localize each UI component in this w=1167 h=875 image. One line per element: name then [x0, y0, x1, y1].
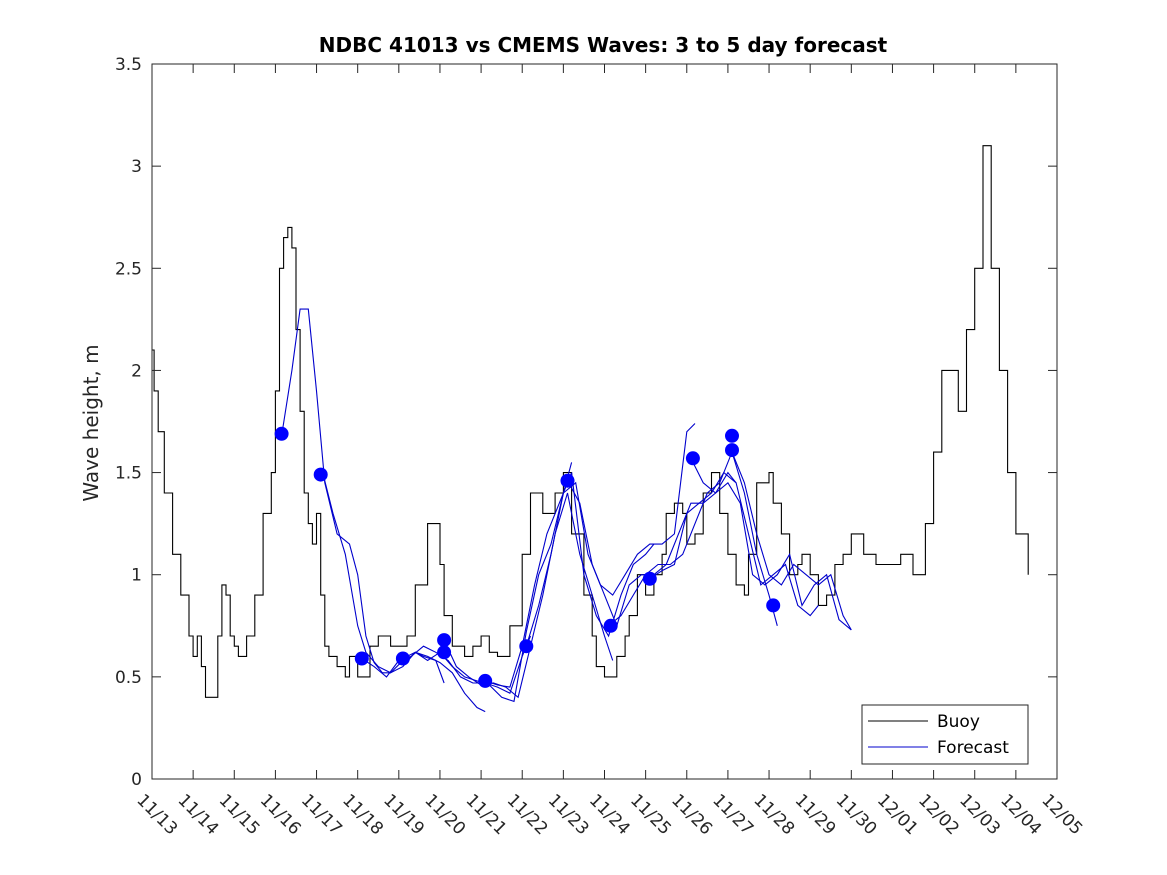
forecast-series-line-5 [485, 472, 655, 688]
forecast-point [560, 473, 575, 488]
forecast-series-line-9 [649, 471, 819, 617]
legend-buoy-label: Buoy [937, 712, 980, 732]
chart-title: NDBC 41013 vs CMEMS Waves: 3 to 5 day fo… [319, 33, 888, 57]
forecast-series-line-6 [525, 423, 696, 647]
forecast-point [766, 598, 781, 613]
y-tick-label: 1.5 [115, 464, 142, 484]
forecast-point [354, 651, 369, 666]
forecast-point [437, 645, 452, 660]
buoy-series-line [152, 145, 1029, 698]
y-tick-label: 3.5 [115, 55, 142, 75]
y-tick-label: 0.5 [115, 668, 142, 688]
forecast-point [437, 633, 452, 648]
y-tick-label: 3 [131, 157, 142, 177]
forecast-point [395, 651, 410, 666]
y-tick-label: 0 [131, 770, 142, 790]
legend-forecast-label: Forecast [937, 738, 1009, 758]
forecast-point [603, 618, 618, 633]
plot-area [152, 64, 1057, 779]
y-tick-label: 1 [131, 566, 142, 586]
y-axis-label: Wave height, m [79, 344, 103, 501]
y-tick-label: 2 [131, 361, 142, 381]
forecast-series-line-10 [690, 458, 852, 631]
forecast-point [274, 426, 289, 441]
forecast-point [478, 673, 493, 688]
forecast-point [642, 571, 657, 586]
forecast-point [519, 639, 534, 654]
plot-background [152, 64, 1057, 779]
forecast-point [725, 428, 739, 443]
forecast-series-line-8 [608, 450, 778, 627]
forecast-series-line-11 [731, 451, 852, 631]
legend-box [861, 704, 1029, 765]
forecast-point [313, 467, 328, 482]
forecast-point [725, 443, 739, 458]
y-tick-label: 2.5 [115, 259, 142, 279]
forecast-point [685, 451, 700, 466]
legend: Buoy Forecast [861, 704, 1029, 765]
forecast-series-line-2 [361, 635, 532, 694]
forecast-series-line-1 [322, 472, 486, 713]
